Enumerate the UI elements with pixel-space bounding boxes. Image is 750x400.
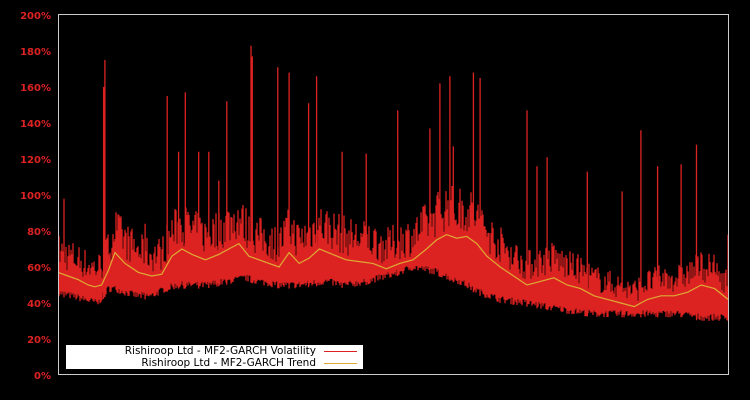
legend-swatch-volatility — [324, 350, 357, 352]
y-tick-label: 20% — [27, 335, 51, 346]
legend-item-volatility: Rishiroop Ltd - MF2-GARCH Volatility — [66, 345, 363, 357]
y-tick-label: 40% — [27, 299, 51, 310]
volatility-line — [58, 45, 729, 321]
volatility-series — [58, 45, 729, 321]
legend-item-trend: Rishiroop Ltd - MF2-GARCH Trend — [66, 357, 363, 369]
legend-label-trend: Rishiroop Ltd - MF2-GARCH Trend — [141, 357, 316, 369]
y-tick-label: 100% — [20, 191, 51, 202]
legend-swatch-trend — [324, 362, 357, 364]
legend-label-volatility: Rishiroop Ltd - MF2-GARCH Volatility — [124, 345, 316, 357]
y-tick-label: 60% — [27, 263, 51, 274]
y-axis-tick-labels: 0% 20% 40% 60% 80% 100% 120% 140% 160% 180% 200% — [20, 11, 51, 382]
y-tick-label: 180% — [20, 47, 51, 58]
trend-line — [57, 233, 729, 308]
chart-legend: Rishiroop Ltd - MF2-GARCH Volatility Ris… — [66, 345, 363, 369]
y-tick-label: 80% — [27, 227, 51, 238]
plot-frame — [58, 14, 729, 375]
y-tick-label: 140% — [20, 119, 51, 130]
y-tick-label: 0% — [34, 371, 51, 382]
y-tick-label: 120% — [20, 155, 51, 166]
y-tick-label: 200% — [20, 11, 51, 22]
y-tick-label: 160% — [20, 83, 51, 94]
trend-series — [57, 233, 729, 308]
